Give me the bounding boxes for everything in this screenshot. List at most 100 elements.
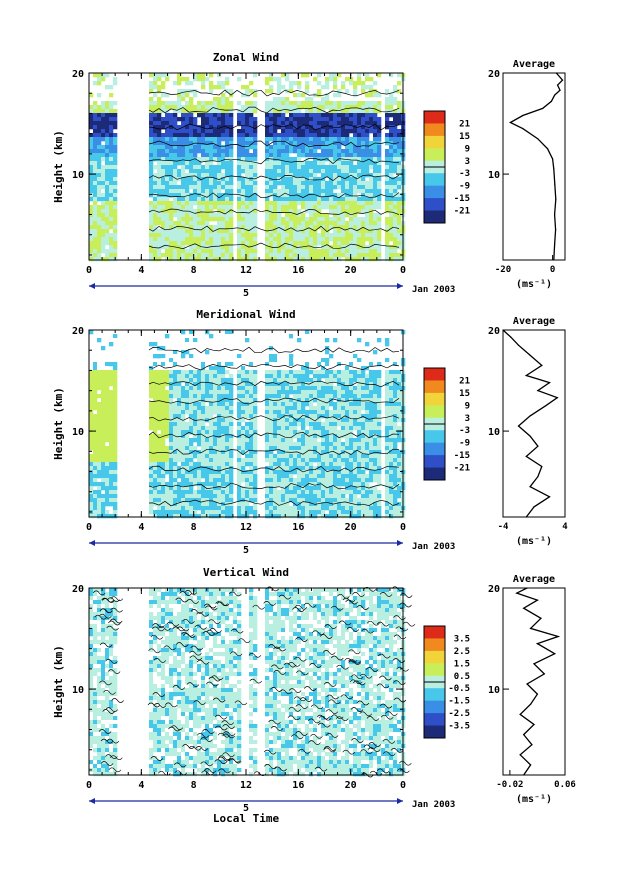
- day-axis-arrow-right: [397, 283, 403, 289]
- average-y-tick-label: 20: [488, 584, 500, 595]
- colorbar-tick-label: -9: [459, 439, 470, 449]
- average-profile-point: [519, 754, 521, 756]
- average-profile-point: [542, 107, 544, 109]
- colorbar-tick-label: 15: [459, 132, 470, 142]
- average-profile-point: [556, 397, 558, 399]
- average-profile-point: [522, 114, 524, 117]
- average-profile-point: [536, 599, 539, 601]
- average-title: Average: [513, 316, 555, 327]
- average-profile-point: [554, 244, 556, 246]
- average-profile-point: [554, 94, 556, 96]
- colorbar-segment: [424, 405, 445, 419]
- colorbar-tick-label: 21: [459, 376, 470, 386]
- average-title: Average: [513, 574, 555, 585]
- average-frame: [502, 587, 566, 776]
- average-profile-point: [537, 445, 539, 447]
- average-profile-point: [559, 89, 561, 91]
- colorbar-tick-label: 2.5: [454, 647, 470, 657]
- panel-title: Meridional Wind: [196, 308, 295, 321]
- average-profile-point: [536, 693, 539, 695]
- average-profile-point: [543, 673, 545, 675]
- average-profile-point: [530, 703, 532, 705]
- average-profile-point: [541, 364, 543, 366]
- colorbar-tick-label: -15: [454, 451, 470, 461]
- contour-lines: [148, 346, 400, 507]
- panel-2: Meridional Wind 0 4 8 12 16 20 0 5 Jan 2003 10 20 He…: [52, 308, 568, 556]
- colorbar-segment: [424, 123, 445, 137]
- colorbar-tick-label: -2.5: [448, 709, 470, 719]
- day-label: 5: [243, 545, 249, 556]
- average-profile-point: [529, 486, 531, 488]
- colorbar-segment: [424, 650, 445, 664]
- x-tick-label: 8: [191, 780, 197, 791]
- y-axis-title: Height (km): [52, 387, 65, 460]
- y-tick-label: 10: [72, 170, 84, 181]
- colorbar-tick-label: 9: [465, 144, 470, 154]
- average-x-tick-label: -20: [495, 265, 511, 275]
- colorbar-segment: [424, 173, 445, 187]
- average-profile-point: [525, 516, 527, 518]
- y-tick-label: 20: [72, 584, 84, 595]
- colorbar-segment: [424, 430, 445, 444]
- day-axis-arrow-right: [397, 798, 403, 804]
- average-profile-point: [536, 643, 539, 645]
- average-profile-point: [554, 183, 556, 185]
- day-label: 5: [243, 803, 249, 814]
- panel-1: Zonal Wind 0 4 8 12 16 20 0 5 Jan 2003 10 20 Height …: [52, 51, 566, 299]
- x-tick-label: 8: [191, 265, 197, 276]
- colorbar-segment: [424, 467, 445, 481]
- x-tick-label: 0: [400, 522, 406, 533]
- average-x-tick-label: 0.06: [554, 780, 576, 790]
- colorbar-segment: [424, 688, 445, 702]
- average-title: Average: [513, 59, 555, 70]
- colorbar-tick-label: -21: [454, 464, 470, 474]
- colorbar-tick-label: -15: [454, 194, 470, 204]
- date-label: Jan 2003: [412, 285, 455, 295]
- colorbar-segment: [424, 111, 445, 124]
- date-label: Jan 2003: [412, 800, 455, 810]
- x-tick-label: 12: [240, 265, 252, 276]
- average-y-tick-label: 10: [488, 685, 500, 696]
- colorbar-tick-label: -9: [459, 182, 470, 192]
- colorbar-tick-label: 15: [459, 389, 470, 399]
- colorbar-segment: [424, 725, 445, 739]
- average-profile-point: [526, 587, 528, 589]
- average-profile-point: [540, 617, 542, 619]
- average-profile-point: [533, 663, 535, 665]
- x-tick-label: 0: [86, 522, 92, 533]
- average-profile-point: [553, 168, 555, 170]
- x-axis-title: Local Time: [213, 812, 280, 825]
- colorbar-segment: [424, 455, 445, 469]
- colorbar-tick-label: -3.5: [448, 722, 470, 732]
- colorbar-segment: [424, 638, 445, 652]
- average-profile-point: [537, 476, 539, 478]
- x-tick-label: 4: [138, 522, 144, 533]
- average-profile-point: [516, 592, 518, 594]
- average-frame: [502, 329, 566, 518]
- average-profile-point: [523, 774, 525, 776]
- average-profile-point: [529, 435, 531, 437]
- y-tick-label: 20: [72, 69, 84, 80]
- average-profile-point: [537, 390, 539, 392]
- average-profile-point: [553, 259, 555, 261]
- contour-lines: [92, 586, 416, 778]
- average-profile-point: [548, 496, 551, 498]
- average-y-tick-label: 10: [488, 427, 500, 438]
- x-tick-label: 20: [345, 265, 357, 276]
- average-profile-line: [515, 587, 561, 776]
- average-y-tick-label: 20: [488, 326, 500, 337]
- day-axis-arrow-left: [89, 283, 95, 289]
- average-profile-point: [555, 229, 557, 231]
- average-profile-point: [519, 713, 521, 716]
- average-profile-point: [545, 405, 547, 407]
- average-profile-line: [502, 329, 559, 518]
- x-tick-label: 20: [345, 780, 357, 791]
- average-x-tick-label: 0: [550, 265, 555, 275]
- colorbar-segment: [424, 663, 445, 677]
- average-profile-point: [554, 213, 556, 216]
- average-profile-point: [523, 607, 525, 609]
- x-tick-label: 16: [292, 265, 304, 276]
- average-profile-point: [541, 465, 543, 468]
- average-profile-point: [530, 764, 532, 766]
- x-tick-label: 16: [292, 780, 304, 791]
